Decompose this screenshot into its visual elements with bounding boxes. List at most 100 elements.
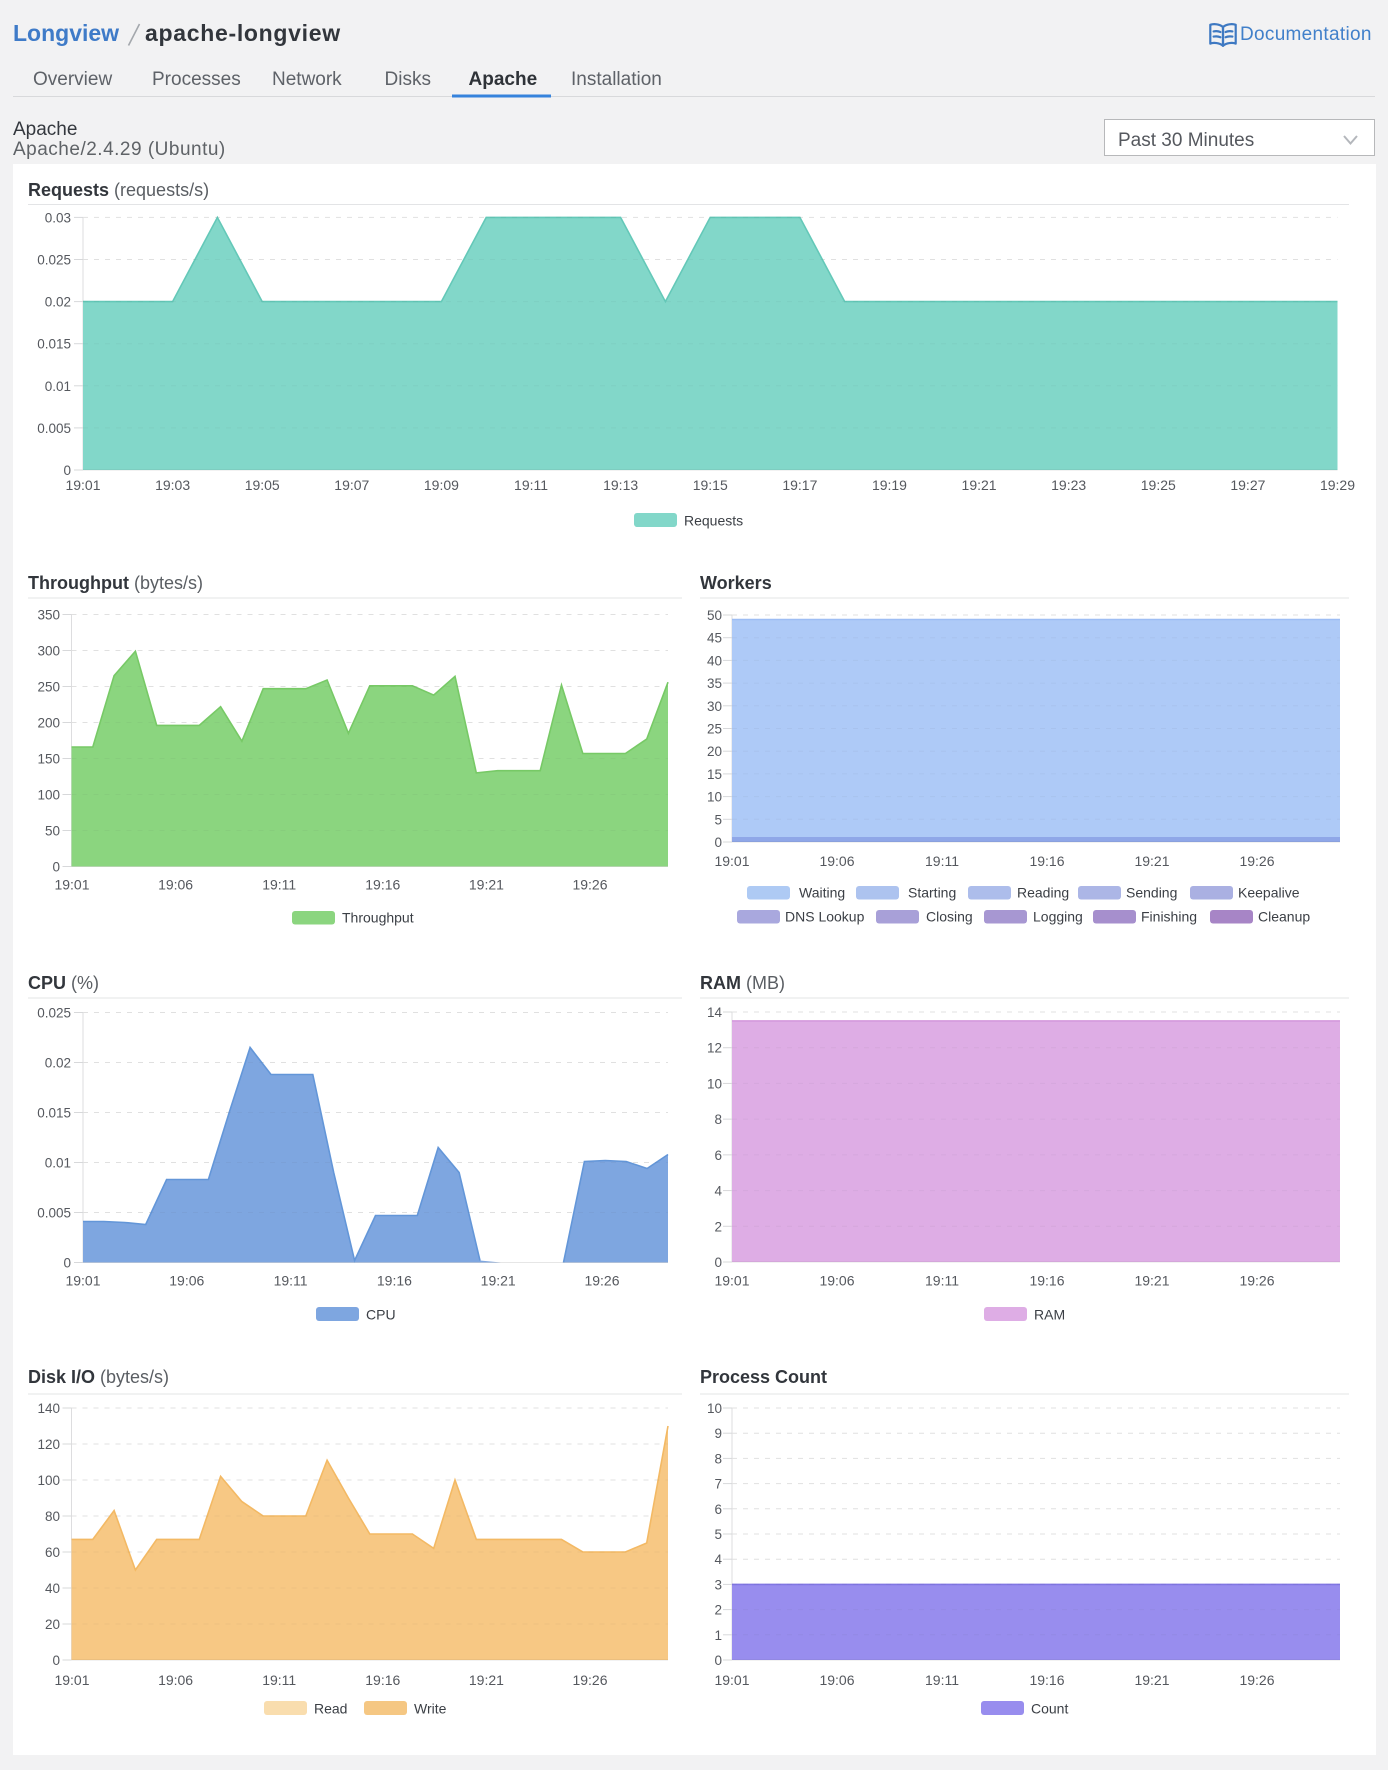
svg-text:RAM: RAM (1034, 1307, 1065, 1323)
svg-text:CPU (%): CPU (%) (28, 973, 99, 993)
svg-text:19:21: 19:21 (469, 1672, 504, 1688)
svg-text:350: 350 (37, 608, 60, 623)
svg-text:3: 3 (714, 1577, 722, 1592)
svg-text:19:21: 19:21 (481, 1273, 516, 1289)
svg-text:19:11: 19:11 (925, 853, 959, 869)
svg-text:10: 10 (707, 1076, 722, 1091)
svg-text:0.025: 0.025 (37, 1006, 71, 1021)
svg-text:19:26: 19:26 (1239, 1273, 1274, 1289)
svg-text:Sending: Sending (1126, 885, 1177, 901)
svg-text:19:06: 19:06 (819, 1273, 854, 1289)
svg-text:19:26: 19:26 (584, 1273, 619, 1289)
svg-text:1: 1 (714, 1628, 722, 1643)
svg-text:0.02: 0.02 (45, 1056, 71, 1071)
svg-text:19:26: 19:26 (1239, 853, 1274, 869)
svg-text:19:06: 19:06 (819, 853, 854, 869)
svg-text:19:01: 19:01 (714, 1672, 749, 1688)
svg-text:250: 250 (37, 680, 60, 695)
svg-text:0: 0 (52, 860, 60, 875)
svg-text:Closing: Closing (926, 909, 973, 925)
svg-text:0: 0 (714, 1255, 722, 1270)
svg-text:30: 30 (707, 699, 722, 714)
svg-text:19:01: 19:01 (65, 1273, 100, 1289)
svg-text:0: 0 (714, 835, 722, 850)
svg-text:8: 8 (714, 1112, 722, 1127)
svg-text:4: 4 (714, 1184, 722, 1199)
svg-text:19:26: 19:26 (572, 1672, 607, 1688)
svg-text:0.03: 0.03 (45, 210, 71, 225)
svg-text:Process Count: Process Count (700, 1367, 827, 1387)
svg-text:Apache/2.4.29 (Ubuntu): Apache/2.4.29 (Ubuntu) (13, 139, 226, 160)
svg-text:19:21: 19:21 (1134, 1273, 1169, 1289)
svg-text:0.025: 0.025 (37, 253, 71, 268)
svg-text:Reading: Reading (1017, 885, 1069, 901)
svg-text:19:23: 19:23 (1051, 477, 1086, 493)
svg-text:45: 45 (707, 631, 722, 646)
svg-text:19:13: 19:13 (603, 477, 638, 493)
svg-text:19:11: 19:11 (925, 1672, 959, 1688)
svg-text:Network: Network (272, 69, 342, 90)
svg-text:19:17: 19:17 (782, 477, 817, 493)
svg-text:19:11: 19:11 (262, 1672, 296, 1688)
svg-text:9: 9 (714, 1426, 722, 1441)
svg-text:Disks: Disks (385, 69, 431, 90)
svg-text:19:06: 19:06 (158, 1672, 193, 1688)
svg-text:8: 8 (714, 1451, 722, 1466)
svg-text:25: 25 (707, 722, 722, 737)
svg-text:19:01: 19:01 (54, 1672, 89, 1688)
svg-text:20: 20 (45, 1617, 60, 1632)
svg-text:5: 5 (714, 812, 722, 827)
svg-text:0.005: 0.005 (37, 1206, 71, 1221)
svg-text:Workers: Workers (700, 573, 772, 593)
svg-text:Cleanup: Cleanup (1258, 909, 1310, 925)
svg-text:Waiting: Waiting (799, 885, 845, 901)
svg-text:19:06: 19:06 (158, 877, 193, 893)
svg-text:19:11: 19:11 (274, 1273, 308, 1289)
svg-text:19:26: 19:26 (572, 877, 607, 893)
svg-text:Requests: Requests (684, 513, 743, 529)
svg-text:apache-longview: apache-longview (145, 20, 341, 46)
svg-text:150: 150 (37, 752, 60, 767)
svg-text:Apache: Apache (13, 119, 77, 140)
svg-text:12: 12 (707, 1041, 722, 1056)
svg-text:15: 15 (707, 767, 722, 782)
svg-text:19:21: 19:21 (1134, 1672, 1169, 1688)
svg-text:2: 2 (714, 1219, 722, 1234)
svg-text:19:21: 19:21 (962, 477, 997, 493)
svg-text:6: 6 (714, 1502, 722, 1517)
svg-text:19:05: 19:05 (245, 477, 280, 493)
svg-text:40: 40 (45, 1581, 60, 1596)
svg-text:19:16: 19:16 (1029, 1672, 1064, 1688)
svg-text:300: 300 (37, 644, 60, 659)
svg-text:0.01: 0.01 (45, 1156, 71, 1171)
svg-text:14: 14 (707, 1005, 723, 1020)
svg-text:Count: Count (1031, 1701, 1068, 1717)
svg-text:2: 2 (714, 1603, 722, 1618)
svg-text:19:29: 19:29 (1320, 477, 1355, 493)
svg-text:CPU: CPU (366, 1307, 396, 1323)
svg-text:19:21: 19:21 (469, 877, 504, 893)
svg-text:50: 50 (707, 608, 722, 623)
svg-text:Write: Write (414, 1701, 447, 1717)
svg-text:Overview: Overview (33, 69, 112, 90)
svg-text:19:16: 19:16 (365, 877, 400, 893)
svg-text:19:26: 19:26 (1239, 1672, 1274, 1688)
svg-text:7: 7 (714, 1477, 722, 1492)
svg-text:19:15: 19:15 (693, 477, 728, 493)
svg-text:DNS Lookup: DNS Lookup (785, 909, 865, 925)
svg-text:Read: Read (314, 1701, 347, 1717)
svg-text:19:06: 19:06 (169, 1273, 204, 1289)
svg-text:19:19: 19:19 (872, 477, 907, 493)
svg-text:35: 35 (707, 676, 722, 691)
svg-text:19:16: 19:16 (377, 1273, 412, 1289)
svg-text:Finishing: Finishing (1141, 909, 1197, 925)
svg-text:RAM (MB): RAM (MB) (700, 973, 785, 993)
svg-text:0.02: 0.02 (45, 295, 71, 310)
svg-text:Logging: Logging (1033, 909, 1083, 925)
svg-text:Apache: Apache (469, 69, 538, 90)
svg-text:60: 60 (45, 1545, 60, 1560)
svg-text:6: 6 (714, 1148, 722, 1163)
svg-text:19:01: 19:01 (65, 477, 100, 493)
svg-text:Disk I/O (bytes/s): Disk I/O (bytes/s) (28, 1367, 169, 1387)
svg-text:100: 100 (37, 788, 60, 803)
